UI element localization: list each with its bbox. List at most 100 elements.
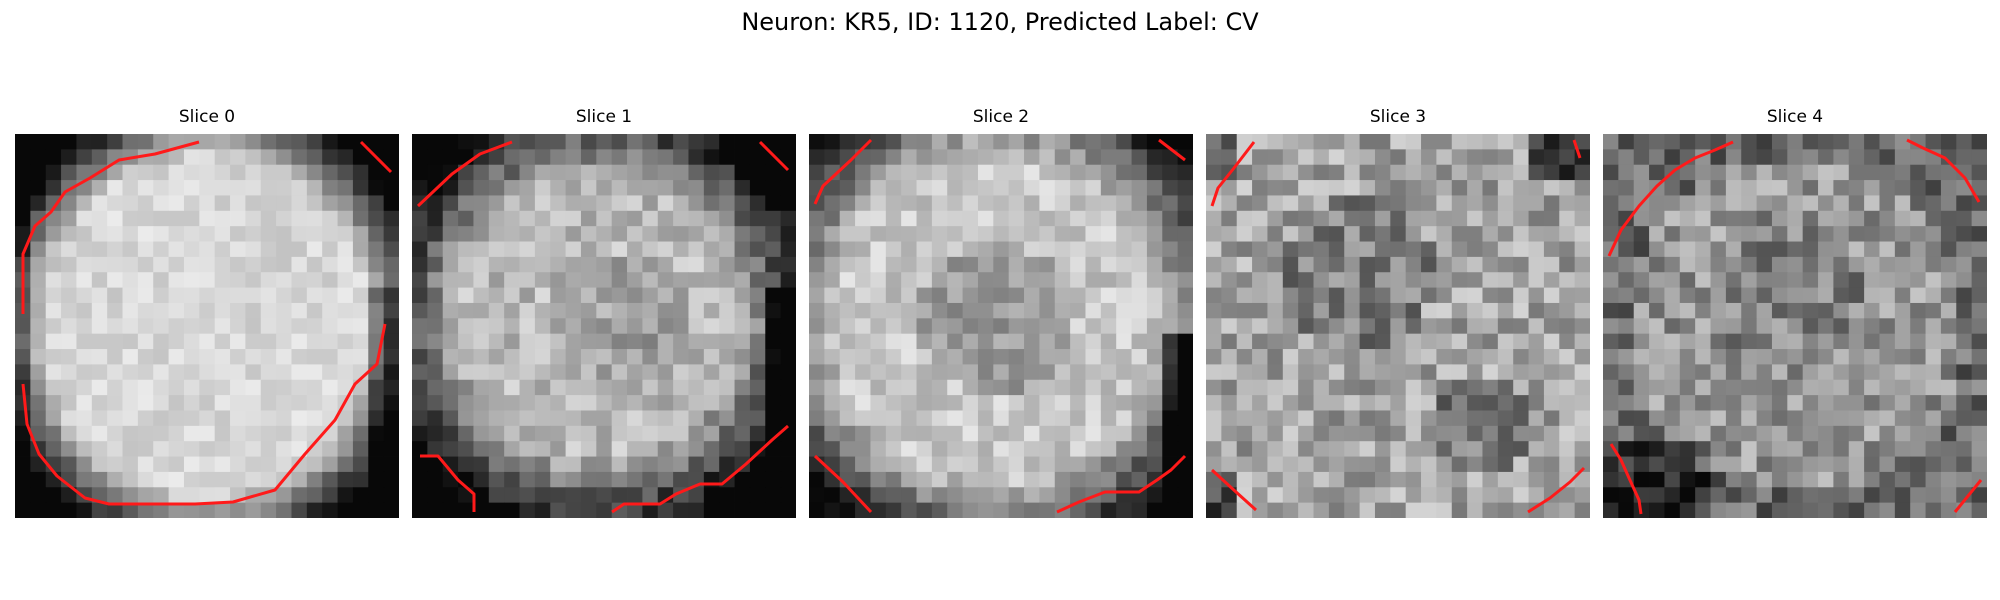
image-pixel bbox=[657, 134, 674, 150]
image-pixel bbox=[1618, 395, 1635, 411]
image-pixel bbox=[337, 302, 354, 319]
image-pixel bbox=[1956, 195, 1973, 212]
image-pixel bbox=[260, 471, 277, 488]
image-pixel bbox=[870, 379, 887, 396]
image-pixel bbox=[45, 487, 62, 504]
image-pixel bbox=[76, 241, 93, 258]
image-pixel bbox=[199, 210, 216, 227]
image-pixel bbox=[611, 256, 628, 273]
image-pixel bbox=[534, 487, 551, 504]
image-pixel bbox=[122, 487, 139, 504]
image-pixel bbox=[1848, 487, 1865, 504]
image-pixel bbox=[1298, 164, 1314, 181]
image-pixel bbox=[977, 287, 994, 304]
image-pixel bbox=[1236, 395, 1253, 411]
image-pixel bbox=[1894, 241, 1911, 258]
image-pixel bbox=[122, 441, 139, 457]
image-pixel bbox=[1787, 302, 1804, 319]
image-pixel bbox=[901, 256, 917, 273]
image-pixel bbox=[1405, 410, 1422, 427]
image-pixel bbox=[1405, 349, 1422, 365]
image-pixel bbox=[230, 302, 246, 319]
image-pixel bbox=[1252, 379, 1268, 396]
image-pixel bbox=[153, 333, 169, 350]
image-pixel bbox=[962, 134, 979, 150]
image-pixel bbox=[1131, 256, 1148, 273]
image-pixel bbox=[427, 318, 444, 335]
image-pixel bbox=[153, 379, 169, 396]
image-pixel bbox=[322, 287, 338, 304]
image-pixel bbox=[1528, 441, 1545, 457]
image-pixel bbox=[107, 410, 123, 427]
image-pixel bbox=[1756, 456, 1773, 473]
image-pixel bbox=[214, 302, 231, 319]
image-pixel bbox=[1910, 210, 1926, 227]
image-pixel bbox=[442, 180, 459, 196]
image-pixel bbox=[1848, 272, 1865, 288]
image-pixel bbox=[1131, 441, 1148, 457]
image-pixel bbox=[1162, 379, 1179, 396]
image-pixel bbox=[1405, 226, 1422, 242]
image-pixel bbox=[1956, 456, 1973, 473]
image-pixel bbox=[368, 256, 385, 273]
image-pixel bbox=[809, 395, 825, 411]
image-pixel bbox=[580, 164, 597, 181]
image-pixel bbox=[1664, 364, 1681, 381]
image-pixel bbox=[1313, 302, 1330, 319]
image-pixel bbox=[1374, 502, 1391, 518]
image-pixel bbox=[368, 441, 385, 457]
image-pixel bbox=[580, 226, 597, 242]
image-pixel bbox=[765, 287, 782, 304]
image-pixel bbox=[870, 487, 887, 504]
image-pixel bbox=[1267, 210, 1284, 227]
image-pixel bbox=[993, 241, 1010, 258]
image-pixel bbox=[1359, 272, 1376, 288]
image-pixel bbox=[291, 241, 308, 258]
image-pixel bbox=[1618, 272, 1635, 288]
image-pixel bbox=[1771, 256, 1788, 273]
image-pixel bbox=[673, 210, 689, 227]
image-pixel bbox=[596, 456, 613, 473]
image-pixel bbox=[1497, 149, 1514, 166]
image-pixel bbox=[1879, 502, 1896, 518]
image-pixel bbox=[1710, 287, 1727, 304]
image-pixel bbox=[337, 226, 354, 242]
image-pixel bbox=[765, 226, 782, 242]
image-pixel bbox=[839, 487, 856, 504]
image-pixel bbox=[1024, 272, 1040, 288]
image-pixel bbox=[1910, 364, 1926, 381]
image-pixel bbox=[1848, 333, 1865, 350]
image-pixel bbox=[1221, 226, 1238, 242]
image-pixel bbox=[1649, 502, 1665, 518]
image-pixel bbox=[1024, 456, 1040, 473]
image-pixel bbox=[1818, 487, 1834, 504]
image-pixel bbox=[230, 272, 246, 288]
image-pixel bbox=[383, 395, 399, 411]
image-pixel bbox=[1070, 379, 1086, 396]
image-pixel bbox=[1344, 302, 1360, 319]
image-pixel bbox=[427, 364, 444, 381]
image-pixel bbox=[1252, 318, 1268, 335]
image-pixel bbox=[1359, 195, 1376, 212]
image-pixel bbox=[688, 502, 705, 518]
image-pixel bbox=[855, 302, 871, 319]
slice-panel-1: Slice 1 bbox=[412, 107, 796, 518]
image-pixel bbox=[306, 134, 323, 150]
image-pixel bbox=[673, 471, 689, 488]
image-pixel bbox=[1741, 226, 1757, 242]
image-pixel bbox=[352, 149, 369, 166]
image-pixel bbox=[627, 379, 643, 396]
image-pixel bbox=[1252, 134, 1268, 150]
image-pixel bbox=[962, 487, 979, 504]
image-pixel bbox=[1405, 195, 1422, 212]
image-pixel bbox=[91, 487, 108, 504]
image-pixel bbox=[642, 241, 659, 258]
image-pixel bbox=[916, 272, 933, 288]
image-pixel bbox=[642, 502, 659, 518]
image-pixel bbox=[688, 456, 705, 473]
image-pixel bbox=[1206, 471, 1222, 488]
image-pixel bbox=[765, 456, 782, 473]
image-pixel bbox=[1070, 272, 1086, 288]
image-pixel bbox=[1818, 180, 1834, 196]
image-pixel bbox=[1344, 226, 1360, 242]
